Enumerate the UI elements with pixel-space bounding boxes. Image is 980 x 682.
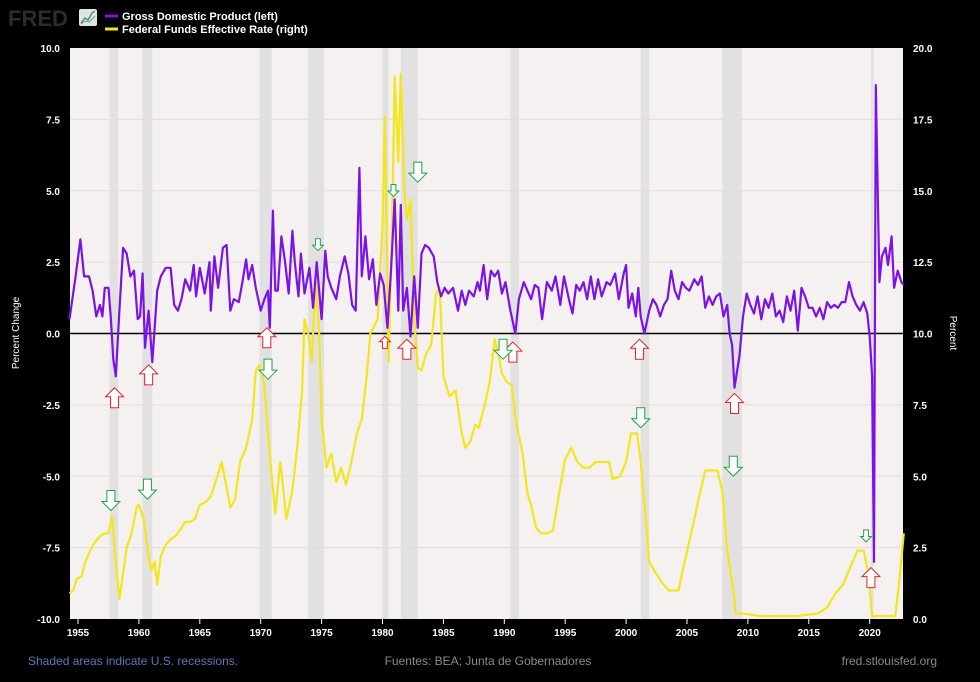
- left-tick-label: 5.0: [46, 187, 60, 198]
- up-arrow-icon: [378, 335, 392, 349]
- legend: Gross Domestic Product (left) Federal Fu…: [105, 11, 308, 36]
- left-tick-label: 7.5: [46, 115, 60, 126]
- right-tick-label: 17.5: [913, 115, 933, 126]
- down-arrow-icon: [311, 238, 325, 252]
- down-arrow-icon: [492, 338, 514, 360]
- up-arrow-icon: [860, 566, 882, 589]
- fred-logo-text: FRED: [8, 6, 68, 31]
- right-tick-label: 5.0: [913, 472, 927, 483]
- x-tick-label: 2015: [798, 628, 821, 639]
- left-tick-label: 2.5: [46, 258, 60, 269]
- x-tick-label: 2000: [615, 628, 638, 639]
- left-axis-label: Percent Change: [11, 296, 22, 369]
- line-chart-icon: [79, 9, 97, 26]
- down-arrow-icon: [386, 183, 401, 198]
- left-tick-label: 10.0: [41, 44, 61, 55]
- recession-note: Shaded areas indicate U.S. recessions.: [28, 654, 238, 668]
- source-note: Fuentes: BEA; Junta de Gobernadores: [385, 654, 592, 668]
- x-tick-label: 1980: [371, 628, 394, 639]
- right-tick-label: 2.5: [913, 544, 927, 555]
- right-axis-label: Percent: [947, 316, 958, 351]
- left-tick-label: -5.0: [43, 472, 61, 483]
- x-tick-label: 1985: [432, 628, 455, 639]
- up-arrow-icon: [104, 387, 125, 409]
- gdp-line: [68, 83, 905, 564]
- x-tick-label: 1955: [67, 628, 90, 639]
- x-tick-label: 2005: [676, 628, 699, 639]
- down-arrow-icon: [100, 490, 122, 512]
- series-lines: [68, 72, 905, 618]
- x-tick-label: 2020: [859, 628, 882, 639]
- up-arrow-icon: [724, 392, 745, 414]
- x-tick-label: 1975: [310, 628, 333, 639]
- up-arrow-icon: [256, 327, 277, 349]
- right-tick-label: 10.0: [913, 330, 933, 341]
- x-tick-label: 1995: [554, 628, 577, 639]
- down-arrow-icon: [407, 161, 429, 183]
- legend-label-gdp: Gross Domestic Product (left): [122, 11, 278, 23]
- x-tick-label: 1990: [493, 628, 516, 639]
- fred-logo[interactable]: FRED: [8, 6, 97, 31]
- site-link[interactable]: fred.stlouisfed.org: [842, 654, 937, 668]
- down-arrow-icon: [859, 529, 873, 543]
- down-arrow-icon: [723, 455, 744, 477]
- left-tick-label: -7.5: [43, 544, 61, 555]
- axis-ticks: 10.0 7.5 5.0 2.5 0.0 -2.5 -5.0 -7.5 -10.0 20.0 17.…: [37, 44, 933, 639]
- left-tick-label: 0.0: [46, 330, 60, 341]
- down-arrow-icon: [137, 478, 158, 500]
- x-tick-label: 1960: [128, 628, 151, 639]
- legend-label-ffr: Federal Funds Effective Rate (right): [122, 24, 308, 36]
- down-arrow-icon: [257, 358, 279, 380]
- up-arrow-icon: [138, 364, 159, 386]
- ffr-line: [68, 72, 905, 618]
- down-arrow-icon: [630, 407, 651, 429]
- x-tick-label: 2010: [737, 628, 760, 639]
- right-tick-label: 15.0: [913, 187, 933, 198]
- right-tick-label: 12.5: [913, 258, 933, 269]
- right-tick-label: 20.0: [913, 44, 933, 55]
- right-tick-label: 0.0: [913, 615, 927, 626]
- left-tick-label: -10.0: [37, 615, 60, 626]
- right-tick-label: 7.5: [913, 401, 927, 412]
- x-tick-label: 1965: [189, 628, 212, 639]
- x-tick-label: 1970: [250, 628, 273, 639]
- up-arrow-icon: [396, 338, 418, 360]
- up-arrow-icon: [629, 338, 650, 360]
- left-tick-label: -2.5: [43, 401, 61, 412]
- annotation-arrows: [100, 161, 882, 589]
